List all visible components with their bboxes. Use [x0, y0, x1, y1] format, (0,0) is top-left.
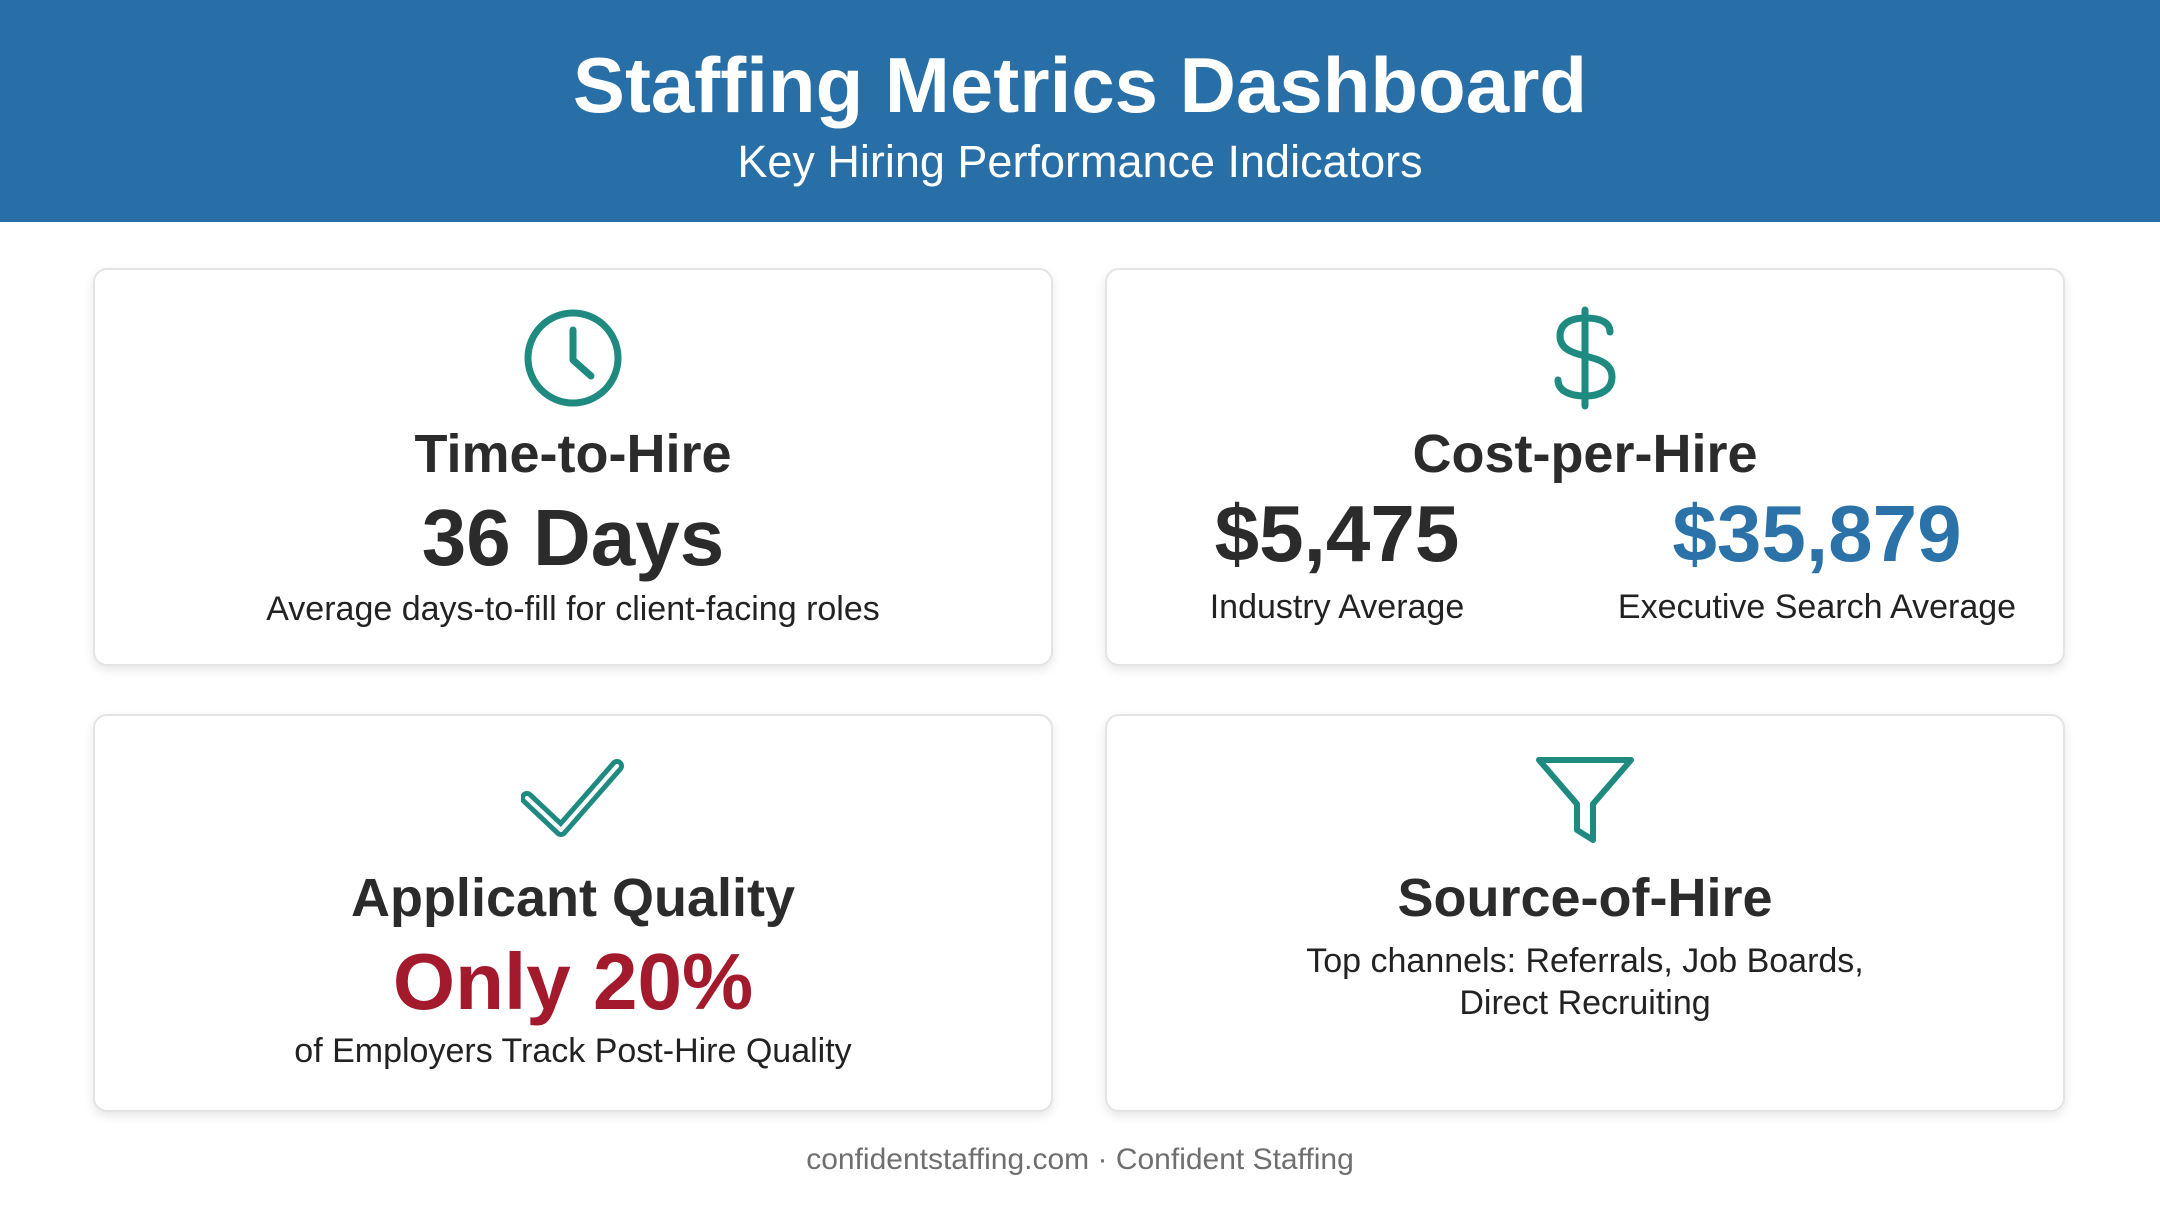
source-of-hire-caption-line1: Top channels: Referrals, Job Boards,	[1306, 942, 1864, 980]
industry-average-value: $5,475	[1214, 489, 1460, 578]
time-to-hire-value: 36 Days	[421, 493, 725, 582]
executive-search-label: Executive Search Average	[1617, 588, 2017, 626]
applicant-quality-title: Applicant Quality	[350, 868, 796, 928]
source-of-hire-caption-line2: Direct Recruiting	[1459, 984, 1711, 1022]
page-subtitle: Key Hiring Performance Indicators	[737, 136, 1423, 187]
funnel-icon	[1107, 752, 2063, 850]
applicant-quality-card: Applicant Quality Only 20% of Employers …	[93, 714, 1053, 1112]
footer-credit: confidentstaffing.com · Confident Staffi…	[806, 1143, 1354, 1176]
applicant-quality-caption: of Employers Track Post-Hire Quality	[294, 1032, 852, 1070]
dollar-icon	[1107, 306, 2063, 410]
cost-per-hire-card: Cost-per-Hire $5,475 Industry Average $3…	[1105, 268, 2065, 666]
header-banner: Staffing Metrics Dashboard Key Hiring Pe…	[0, 0, 2160, 222]
executive-search-value: $35,879	[1672, 489, 1962, 578]
page-title: Staffing Metrics Dashboard	[572, 41, 1588, 129]
source-of-hire-title: Source-of-Hire	[1397, 868, 1773, 928]
time-to-hire-card: Time-to-Hire 36 Days Average days-to-fil…	[93, 268, 1053, 666]
industry-average-block: $5,475 Industry Average	[1107, 488, 1567, 628]
industry-average-label: Industry Average	[1209, 588, 1465, 626]
clock-icon	[95, 306, 1051, 410]
source-of-hire-card: Source-of-Hire Top channels: Referrals, …	[1105, 714, 2065, 1112]
checkmark-icon	[95, 756, 1051, 842]
time-to-hire-caption: Average days-to-fill for client-facing r…	[266, 590, 880, 628]
time-to-hire-title: Time-to-Hire	[414, 424, 732, 484]
cost-per-hire-title: Cost-per-Hire	[1412, 424, 1758, 484]
applicant-quality-value: Only 20%	[392, 937, 754, 1026]
executive-search-block: $35,879 Executive Search Average	[1587, 488, 2047, 628]
